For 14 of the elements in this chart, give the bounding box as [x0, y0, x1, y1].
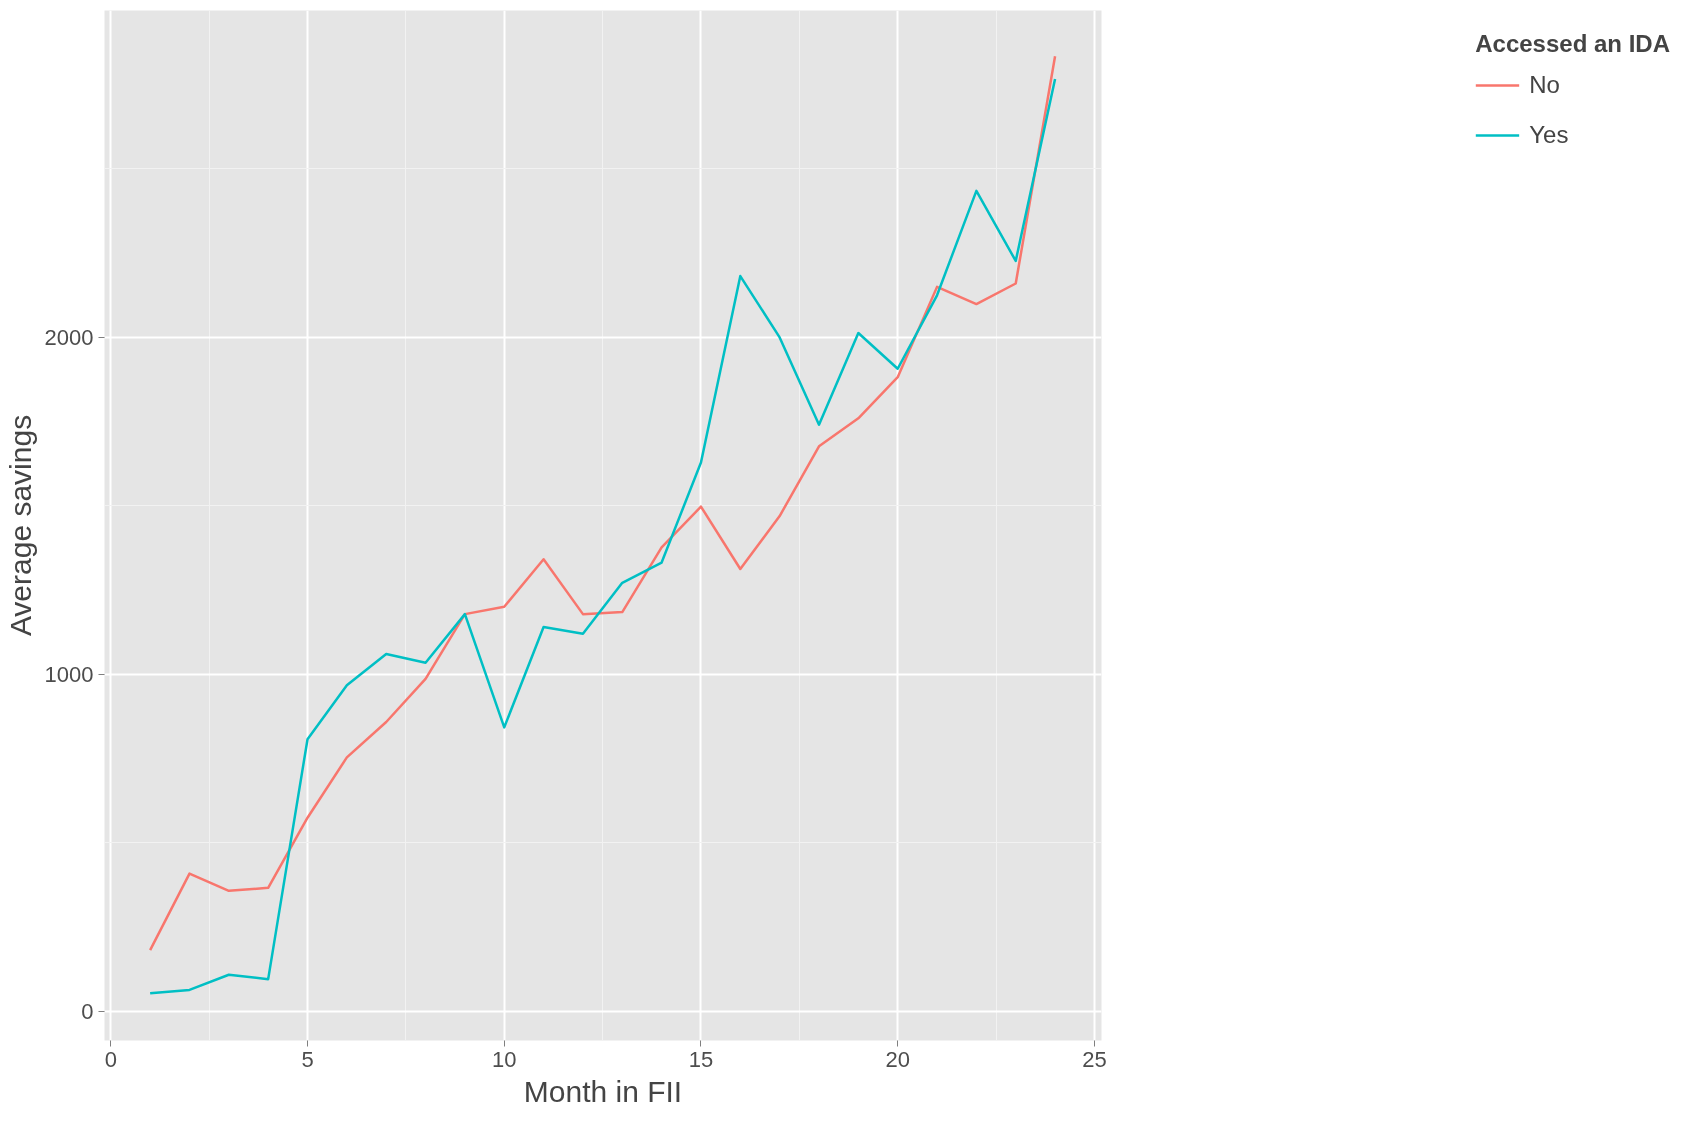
x-tick-label: 5: [301, 1046, 314, 1072]
x-axis-title: Month in FII: [523, 1074, 683, 1108]
y-tick-label: 0: [81, 999, 94, 1025]
legend-label: No: [1529, 71, 1560, 99]
y-axis-title: Average savings: [3, 414, 37, 637]
x-tick-label: 0: [104, 1046, 117, 1072]
x-tick-label: 25: [1082, 1046, 1107, 1072]
legend-title: Accessed an IDA: [1475, 30, 1670, 58]
x-tick-label: 15: [688, 1046, 714, 1072]
x-tick-label: 20: [885, 1046, 910, 1072]
x-tick-label: 10: [492, 1046, 517, 1072]
legend-label: Yes: [1529, 121, 1569, 149]
y-tick-label: 2000: [44, 324, 94, 350]
y-tick-label: 1000: [44, 661, 94, 687]
